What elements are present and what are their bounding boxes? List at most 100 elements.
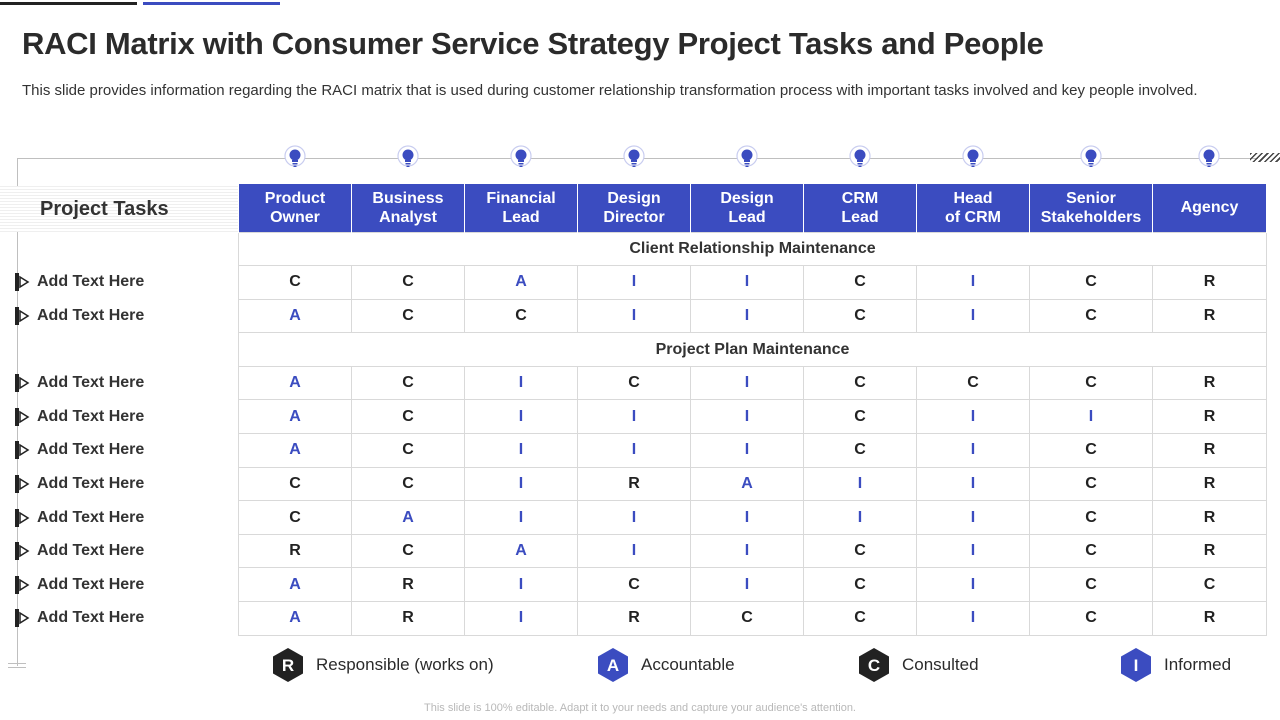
legend-label: Accountable xyxy=(641,655,735,674)
raci-cell: C xyxy=(238,466,352,502)
raci-cell: I xyxy=(464,500,578,535)
column-header-line: Stakeholders xyxy=(1040,208,1142,226)
raci-header-row: Product Owner Business Analyst Financial Lead… xyxy=(238,184,1267,232)
column-header-line: Agency xyxy=(1180,199,1239,217)
hatch-decoration xyxy=(1250,153,1280,162)
raci-cell: C xyxy=(803,567,917,603)
raci-cell: I xyxy=(916,433,1030,468)
raci-cell: I xyxy=(690,567,804,603)
task-label: Add Text Here xyxy=(37,407,145,425)
list-item: Add Text Here xyxy=(11,474,144,494)
raci-cell: I xyxy=(916,601,1030,636)
raci-cell: C xyxy=(1029,500,1153,535)
column-header-line: Lead xyxy=(728,208,766,226)
list-item: Add Text Here xyxy=(11,508,144,528)
raci-cell: I xyxy=(690,399,804,435)
task-label: Add Text Here xyxy=(37,575,145,593)
raci-cell: I xyxy=(464,601,578,636)
raci-cell: A xyxy=(238,399,352,435)
column-header-line: Product xyxy=(264,189,326,207)
task-label: Add Text Here xyxy=(37,374,145,392)
column-header: Design Lead xyxy=(690,184,804,232)
raci-cell: I xyxy=(916,399,1030,435)
column-header-line: Senior xyxy=(1066,189,1116,207)
raci-cell: C xyxy=(1029,601,1153,636)
play-marker-icon xyxy=(15,407,30,426)
raci-cell: R xyxy=(1152,298,1267,334)
play-marker-icon xyxy=(15,609,30,628)
section-row: Client Relationship Maintenance xyxy=(238,231,1267,267)
raci-cell: I xyxy=(916,533,1030,569)
list-item: Add Text Here xyxy=(11,272,144,292)
hexagon-icon: I xyxy=(1121,648,1151,682)
legend-item: I Informed xyxy=(1118,646,1231,684)
raci-cell: I xyxy=(690,365,804,401)
play-marker-icon xyxy=(15,441,30,460)
hexagon-icon: R xyxy=(273,648,303,682)
footer-note: This slide is 100% editable. Adapt it to… xyxy=(424,702,856,714)
column-header: Agency xyxy=(1152,184,1267,232)
raci-cell: C xyxy=(803,265,917,300)
raci-cell: C xyxy=(577,365,691,401)
raci-cell: A xyxy=(238,298,352,334)
lightbulb-icon xyxy=(622,145,645,167)
raci-cell: C xyxy=(351,399,465,435)
raci-cell: A xyxy=(238,433,352,468)
raci-cell: C xyxy=(1152,567,1267,603)
play-marker-icon xyxy=(15,307,30,325)
play-marker-icon xyxy=(15,575,30,594)
raci-cell: R xyxy=(1152,533,1267,569)
play-marker-icon xyxy=(15,374,30,393)
raci-cell: C xyxy=(803,601,917,636)
raci-cell: R xyxy=(1152,466,1267,502)
raci-cell: A xyxy=(351,500,465,535)
play-marker-icon xyxy=(15,273,30,292)
hexagon-icon: C xyxy=(859,648,889,682)
hexagon-icon: A xyxy=(598,648,628,682)
raci-cell: C xyxy=(1029,365,1153,401)
top-accent-bar-dark xyxy=(0,2,137,5)
raci-cell: C xyxy=(351,466,465,502)
task-label: Add Text Here xyxy=(37,475,145,492)
task-label: Add Text Here xyxy=(37,441,145,459)
raci-cell: I xyxy=(464,399,578,435)
raci-cell: I xyxy=(916,567,1030,603)
play-marker-icon xyxy=(15,508,30,527)
task-label: Add Text Here xyxy=(37,307,145,324)
column-header: Product Owner xyxy=(238,184,352,232)
lightbulb-icon xyxy=(509,145,532,167)
raci-cell: R xyxy=(1152,365,1267,401)
section-title: Project Plan Maintenance xyxy=(238,332,1267,367)
raci-cell: C xyxy=(351,298,465,334)
raci-cell: I xyxy=(1029,399,1153,435)
column-header: Financial Lead xyxy=(464,184,578,232)
column-header-line: Financial xyxy=(486,189,556,207)
raci-cell: C xyxy=(577,567,691,603)
raci-cell: C xyxy=(690,601,804,636)
raci-cell: I xyxy=(464,433,578,468)
top-accent-bar-blue xyxy=(143,2,280,5)
column-header-line: Owner xyxy=(270,208,320,226)
lightbulb-icon xyxy=(848,145,871,167)
legend-label: Consulted xyxy=(902,655,979,674)
raci-cell: C xyxy=(803,365,917,401)
raci-cell: R xyxy=(1152,265,1267,300)
column-header: Senior Stakeholders xyxy=(1029,184,1153,232)
slide-subtitle: This slide provides information regardin… xyxy=(22,82,1198,99)
legend-letter: R xyxy=(282,656,294,675)
raci-cell: A xyxy=(464,533,578,569)
raci-cell: I xyxy=(577,265,691,300)
column-header-line: Business xyxy=(372,189,444,207)
raci-cell: C xyxy=(803,433,917,468)
slide-title: RACI Matrix with Consumer Service Strate… xyxy=(22,26,1044,61)
list-item: Add Text Here xyxy=(11,306,144,326)
column-header-line: CRM xyxy=(841,189,879,207)
raci-cell: R xyxy=(1152,399,1267,435)
project-tasks-header: Project Tasks xyxy=(40,198,169,220)
